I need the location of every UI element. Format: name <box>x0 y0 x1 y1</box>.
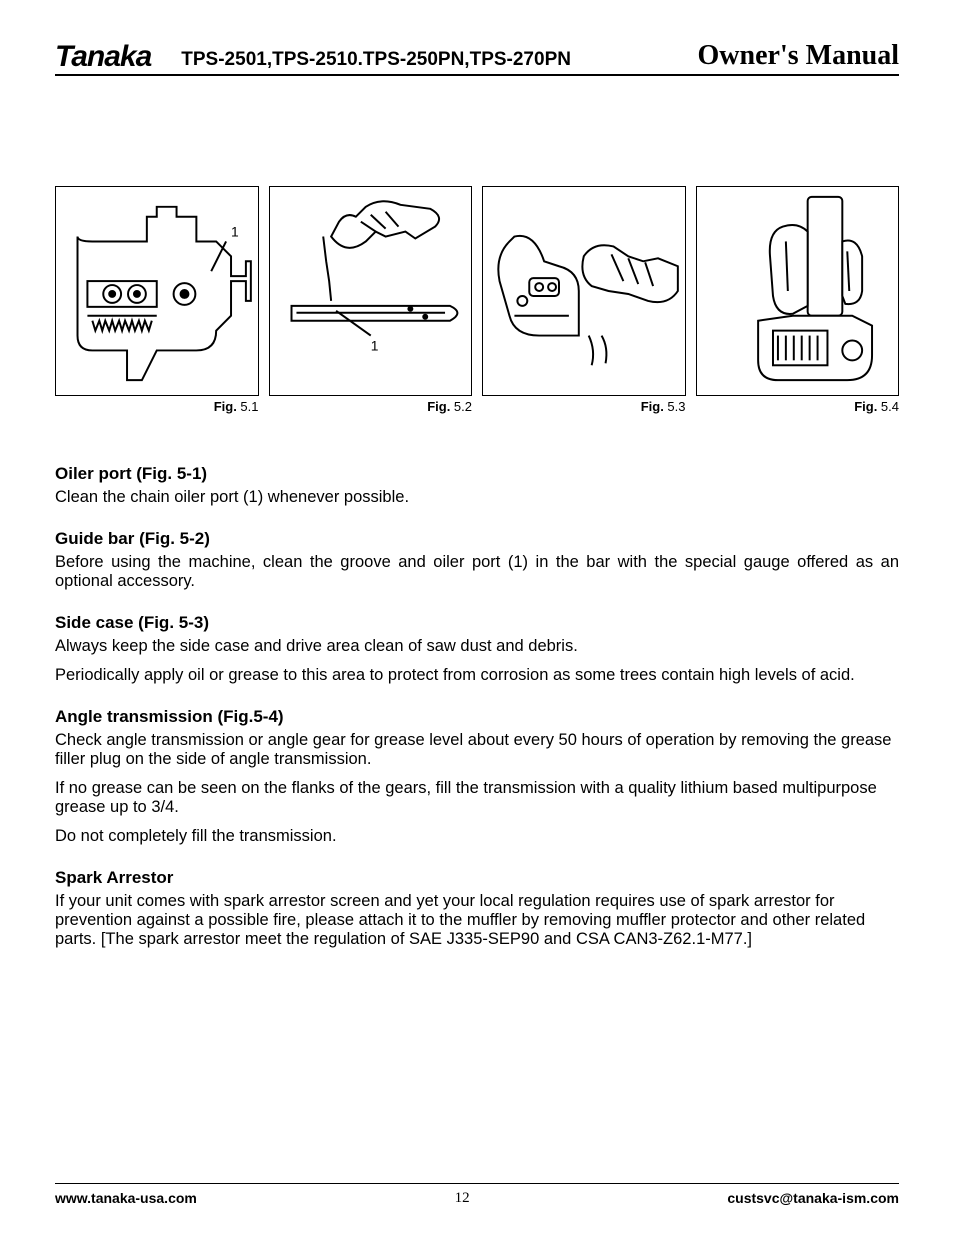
section-guide-bar: Guide bar (Fig. 5-2) Before using the ma… <box>55 529 899 591</box>
svg-text:1: 1 <box>370 337 378 353</box>
page-header: Tanaka TPS-2501,TPS-2510.TPS-250PN,TPS-2… <box>55 40 899 76</box>
guide-text: Before using the machine, clean the groo… <box>55 553 899 591</box>
manual-title: Owner's Manual <box>698 40 899 72</box>
figure-5-2-caption: Fig. 5.2 <box>269 399 473 414</box>
figures-row: 1 Fig. 5.1 1 <box>55 186 899 414</box>
brand-logo: Tanaka <box>55 42 151 72</box>
side-heading: Side case (Fig. 5-3) <box>55 613 899 633</box>
section-side-case: Side case (Fig. 5-3) Always keep the sid… <box>55 613 899 685</box>
figure-5-4: Fig. 5.4 <box>696 186 900 414</box>
figure-5-1: 1 Fig. 5.1 <box>55 186 259 414</box>
content-body: Oiler port (Fig. 5-1) Clean the chain oi… <box>55 464 899 949</box>
spark-heading: Spark Arrestor <box>55 868 899 888</box>
angle-text-3: Do not completely fill the transmission. <box>55 827 899 846</box>
angle-text-2: If no grease can be seen on the flanks o… <box>55 779 899 817</box>
section-spark-arrestor: Spark Arrestor If your unit comes with s… <box>55 868 899 949</box>
figure-5-4-diagram <box>696 186 900 396</box>
angle-text-1: Check angle transmission or angle gear f… <box>55 731 899 769</box>
svg-text:1: 1 <box>231 224 239 240</box>
angle-heading: Angle transmission (Fig.5-4) <box>55 707 899 727</box>
figure-5-4-caption: Fig. 5.4 <box>696 399 900 414</box>
footer-website: www.tanaka-usa.com <box>55 1190 197 1207</box>
oiler-heading: Oiler port (Fig. 5-1) <box>55 464 899 484</box>
figure-5-3-caption: Fig. 5.3 <box>482 399 686 414</box>
page-footer: www.tanaka-usa.com 12 custsvc@tanaka-ism… <box>55 1183 899 1207</box>
guide-heading: Guide bar (Fig. 5-2) <box>55 529 899 549</box>
oiler-text: Clean the chain oiler port (1) whenever … <box>55 488 899 507</box>
section-angle-transmission: Angle transmission (Fig.5-4) Check angle… <box>55 707 899 846</box>
footer-page-number: 12 <box>455 1190 470 1207</box>
figure-5-1-caption: Fig. 5.1 <box>55 399 259 414</box>
side-text-2: Periodically apply oil or grease to this… <box>55 666 899 685</box>
figure-5-2-diagram: 1 <box>269 186 473 396</box>
side-text-1: Always keep the side case and drive area… <box>55 637 899 656</box>
footer-email: custsvc@tanaka-ism.com <box>727 1190 899 1207</box>
figure-5-2: 1 Fig. 5.2 <box>269 186 473 414</box>
section-oiler-port: Oiler port (Fig. 5-1) Clean the chain oi… <box>55 464 899 507</box>
figure-5-3-diagram <box>482 186 686 396</box>
spark-text: If your unit comes with spark arrestor s… <box>55 892 899 949</box>
model-numbers: TPS-2501,TPS-2510.TPS-250PN,TPS-270PN <box>181 49 697 72</box>
figure-5-1-diagram: 1 <box>55 186 259 396</box>
figure-5-3: Fig. 5.3 <box>482 186 686 414</box>
